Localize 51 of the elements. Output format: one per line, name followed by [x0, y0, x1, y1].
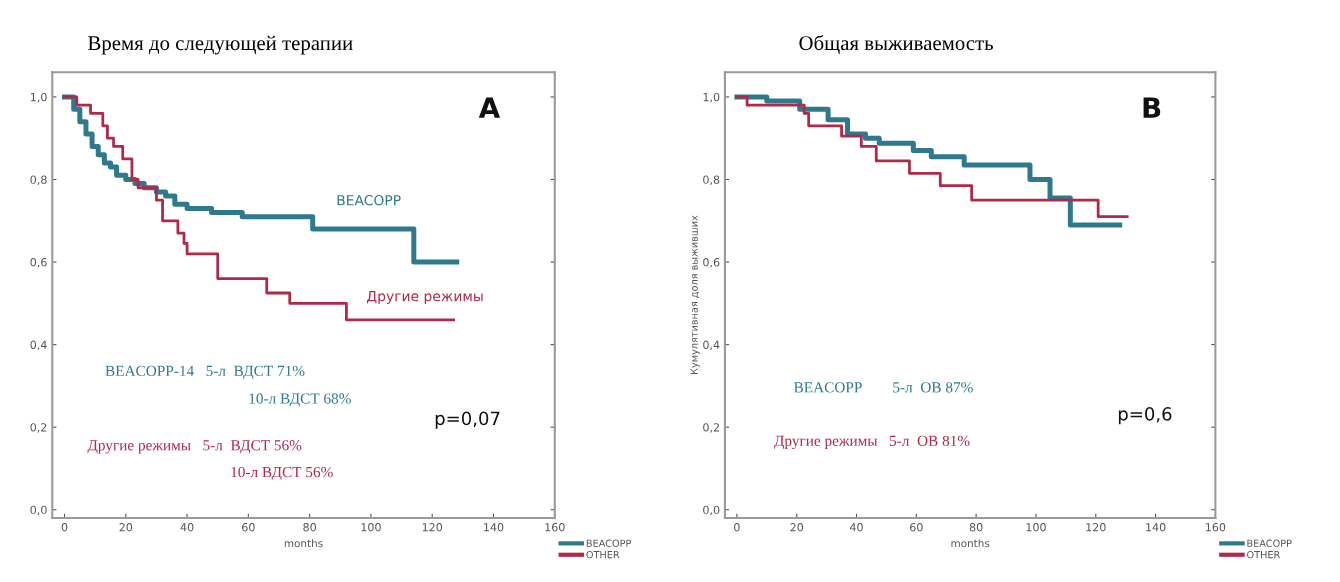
annotation: BEACOPP-14 5-л ВДСТ 71%: [105, 365, 305, 380]
x-tick-label: 60: [242, 523, 255, 532]
annotation: p=0,6: [1118, 407, 1172, 425]
x-tick-label: 160: [1206, 523, 1226, 532]
x-tick-label: 140: [484, 523, 504, 532]
y-tick-label: 0,4: [30, 340, 47, 351]
annotation: 10-л ВДСТ 68%: [249, 393, 351, 407]
x-tick-label: 80: [303, 523, 316, 532]
y-tick-label: 0,8: [703, 175, 720, 186]
y-tick-label: 0,0: [703, 505, 720, 516]
y-tick-label: 0,8: [30, 175, 47, 186]
annotation: p=0,07: [435, 411, 500, 429]
y-axis-title: Кумулятивная доля выживших: [690, 215, 700, 375]
y-tick-label: 0,4: [703, 340, 720, 351]
annotation: BEACOPP 5-л ОВ 87%: [794, 382, 973, 393]
x-tick-label: 20: [790, 523, 804, 532]
x-tick-label: 160: [545, 523, 565, 532]
y-tick-label: 1,0: [703, 92, 720, 103]
y-tick-label: 0,0: [30, 505, 47, 516]
x-tick-label: 80: [969, 523, 983, 532]
x-axis-title: months: [284, 539, 323, 548]
x-axis-title: months: [951, 539, 990, 548]
x-tick-label: 100: [1026, 523, 1046, 532]
x-tick-label: 120: [422, 523, 443, 532]
legend-label: OTHER: [1247, 550, 1281, 559]
x-tick-label: 40: [180, 523, 194, 532]
annotation: Другие режимы: [367, 291, 483, 305]
x-tick-label: 140: [1146, 523, 1166, 532]
y-tick-label: 1,0: [30, 92, 47, 103]
annotation: 10-л ВДСТ 56%: [231, 466, 333, 481]
legend-label: BEACOPP: [1247, 539, 1292, 547]
x-tick-label: 100: [361, 523, 381, 532]
x-tick-label: 20: [119, 523, 133, 532]
annotation: Другие режимы 5-л ВДСТ 56%: [87, 440, 302, 454]
y-tick-label: 0,6: [30, 258, 47, 268]
x-tick-label: 40: [850, 523, 863, 532]
chart-title: Время до следующей терапии: [88, 35, 353, 55]
y-tick-label: 0,2: [703, 423, 719, 433]
chart-title: Общая выживаемость: [799, 35, 993, 55]
x-tick-label: 60: [910, 523, 923, 532]
annotation: Другие режимы 5-л ОВ 81%: [774, 435, 970, 450]
annotation: A: [478, 97, 501, 118]
y-tick-label: 0,6: [703, 258, 720, 268]
x-tick-label: 0: [61, 523, 68, 532]
x-tick-label: 120: [1086, 523, 1106, 532]
x-tick-label: 0: [734, 523, 740, 532]
annotation: BEACOPP: [337, 194, 401, 206]
legend-label: OTHER: [586, 550, 620, 559]
annotation: B: [1143, 97, 1161, 118]
legend-label: BEACOPP: [586, 539, 631, 547]
y-tick-label: 0,2: [30, 423, 47, 433]
